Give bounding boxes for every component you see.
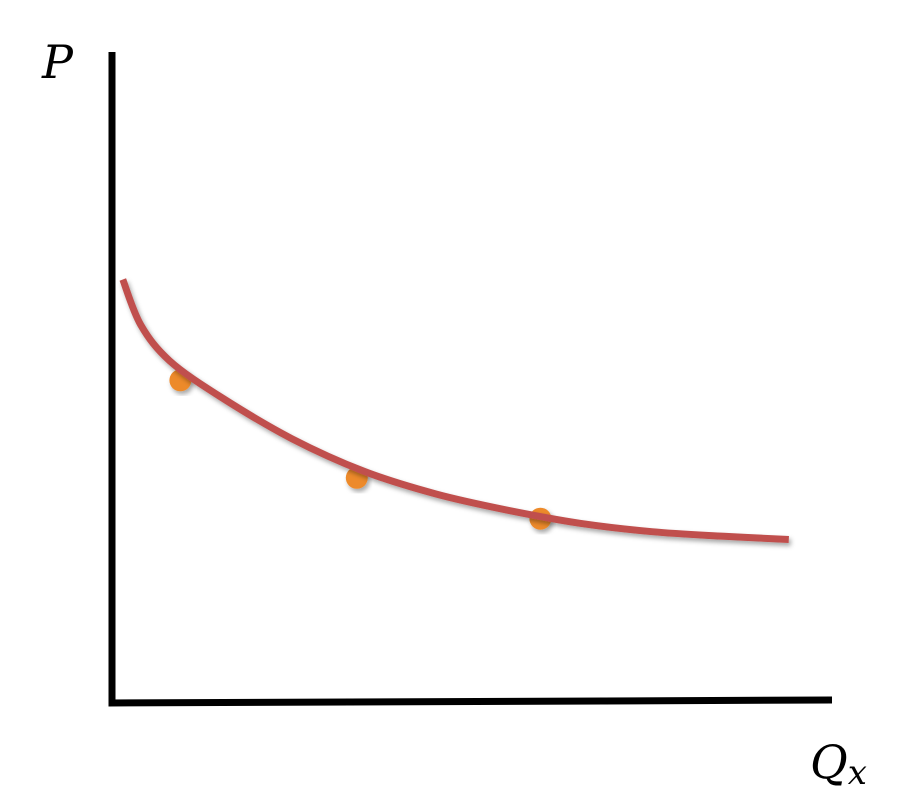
axes [108,52,833,707]
x-axis-label-subscript: x [848,753,867,793]
x-axis-line [108,696,833,707]
demand-curve-line [119,278,789,543]
plot-area [119,278,789,543]
y-axis-label: P [41,35,74,89]
x-axis-label: Qx [810,735,867,793]
x-axis-label-main: Q [810,735,848,789]
